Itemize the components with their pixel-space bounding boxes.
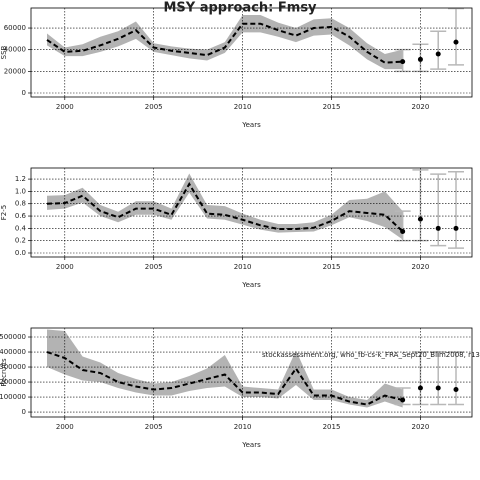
y-tick-label: 40000	[4, 46, 26, 54]
confidence-band	[47, 173, 403, 240]
plot-frame	[30, 7, 473, 98]
y-tick-label: 1.0	[15, 187, 26, 195]
y-tick-label: 0.0	[15, 249, 26, 257]
x-tick-label: 2010	[234, 423, 252, 431]
x-tick-label: 2015	[323, 263, 341, 271]
forecast-point	[435, 51, 441, 57]
x-axis-label: Years	[241, 121, 261, 129]
x-tick-label: 2010	[234, 103, 252, 111]
x-tick-label: 2020	[412, 423, 430, 431]
x-tick-label: 2005	[145, 423, 163, 431]
forecast-point	[400, 397, 406, 403]
y-axis-label: Recruits	[0, 358, 8, 387]
estimate-line	[46, 182, 404, 233]
x-tick-label: 2015	[323, 423, 341, 431]
y-tick-label: 100000	[0, 393, 26, 401]
estimate-line	[46, 22, 403, 64]
estimate-line	[46, 351, 403, 406]
forecast-point	[435, 225, 441, 231]
confidence-band	[47, 329, 403, 408]
forecast-point	[435, 385, 441, 391]
y-axis-label: SSB	[0, 45, 8, 59]
figure-title: MSY approach: Fmsy	[163, 1, 317, 16]
y-tick-label: 0.6	[15, 212, 27, 220]
y-axis-label: F2-5	[0, 205, 8, 220]
x-axis-label: Years	[241, 281, 261, 289]
x-tick-label: 2010	[234, 263, 252, 271]
y-tick-label: 500000	[0, 333, 26, 341]
y-tick-label: 0.8	[15, 200, 26, 208]
plot-frame	[30, 327, 473, 418]
x-tick-label: 2005	[145, 103, 163, 111]
y-tick-label: 200000	[0, 378, 26, 386]
x-tick-label: 2015	[323, 103, 341, 111]
x-axis-label: Years	[241, 441, 261, 449]
forecast-point	[453, 39, 459, 45]
y-tick-label: 400000	[0, 348, 26, 356]
forecast-point	[400, 228, 406, 234]
forecast-point	[453, 387, 459, 393]
y-tick-label: 0	[22, 408, 26, 416]
plot-frame	[30, 167, 473, 258]
y-tick-label: 0.4	[15, 224, 27, 232]
y-tick-label: 0	[22, 89, 26, 97]
x-tick-label: 2000	[56, 263, 74, 271]
forecast-point	[400, 59, 406, 65]
plot-area	[46, 329, 464, 408]
x-tick-label: 2020	[412, 263, 430, 271]
y-tick-label: 0.2	[15, 237, 26, 245]
x-tick-label: 2020	[412, 103, 430, 111]
y-tick-label: 20000	[4, 67, 26, 75]
annotation: stockassessment.org, who_fb-cs-k_FRA_Sep…	[262, 351, 480, 359]
y-tick-label: 300000	[0, 363, 26, 371]
x-tick-label: 2000	[56, 423, 74, 431]
y-tick-label: 1.2	[15, 175, 26, 183]
x-tick-label: 2005	[145, 263, 163, 271]
x-tick-label: 2000	[56, 103, 74, 111]
y-tick-label: 60000	[4, 24, 26, 32]
forecast-point	[453, 225, 459, 231]
